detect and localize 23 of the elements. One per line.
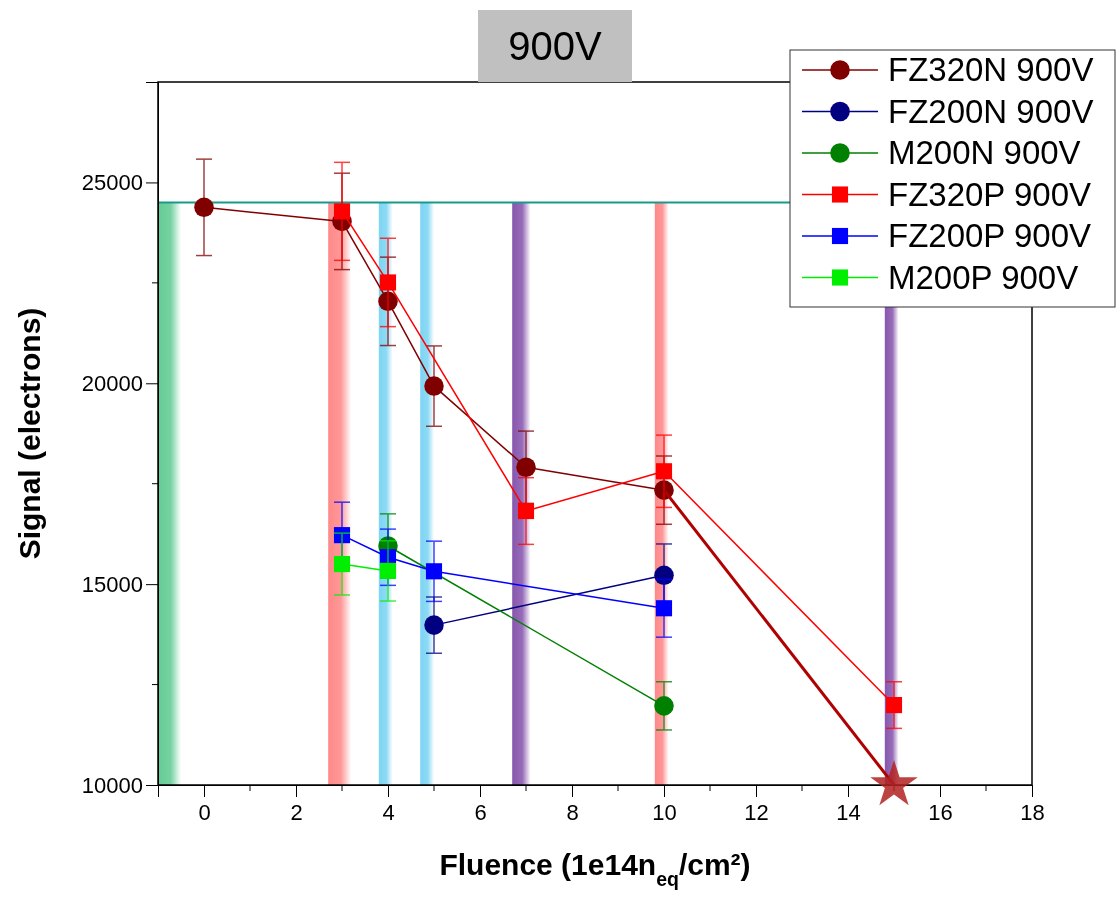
x-tick-label: 12 [744, 799, 769, 825]
legend-label: M200N 900V [888, 134, 1081, 171]
legend-label: FZ200P 900V [888, 217, 1092, 254]
x-tick-label: 4 [382, 799, 395, 825]
x-tick-label: 8 [566, 799, 579, 825]
y-tick-label: 10000 [81, 772, 143, 798]
chart-title: 900V [508, 24, 603, 68]
x-tick-label: 16 [928, 799, 953, 825]
y-tick-label: 15000 [81, 571, 143, 597]
y-axis-title: Signal (electrons) [13, 307, 46, 560]
x-tick-label: 2 [290, 799, 303, 825]
x-axis-title: Fluence (1e14n$_{eq}$/cm²) [439, 848, 751, 890]
legend-label: M200P 900V [888, 258, 1079, 296]
y-tick-label: 25000 [81, 169, 143, 195]
legend-label: FZ200N 900V [888, 92, 1094, 130]
legend-label: FZ320N 900V [888, 51, 1094, 88]
x-tick-label: 0 [198, 799, 211, 825]
x-tick-label: 6 [474, 799, 487, 825]
x-tick-label: 10 [652, 799, 677, 825]
x-tick-label: 18 [1020, 799, 1045, 825]
x-tick-label: 14 [836, 799, 861, 825]
y-tick-label: 20000 [81, 370, 143, 396]
legend-label: FZ320P 900V [888, 175, 1092, 213]
